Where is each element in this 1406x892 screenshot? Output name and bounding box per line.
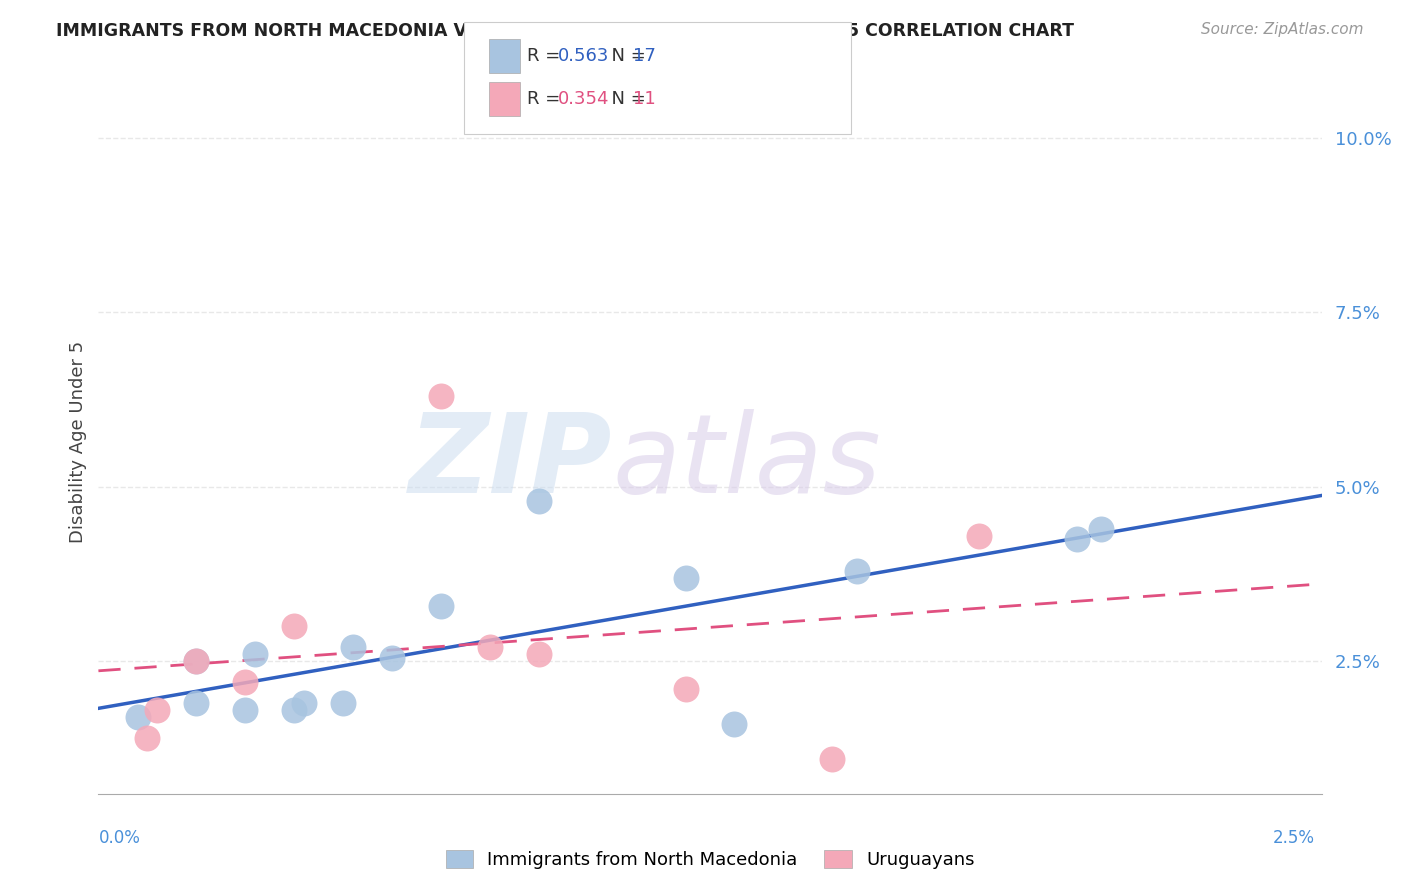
Point	[845, 564, 868, 578]
Point	[243, 648, 266, 662]
Point	[527, 648, 550, 662]
Point	[1090, 522, 1112, 536]
Point	[1066, 533, 1088, 547]
Text: Source: ZipAtlas.com: Source: ZipAtlas.com	[1201, 22, 1364, 37]
Point	[186, 696, 208, 710]
Point	[283, 703, 305, 717]
Point	[233, 675, 256, 690]
Legend: Immigrants from North Macedonia, Uruguayans: Immigrants from North Macedonia, Uruguay…	[439, 843, 981, 877]
Point	[675, 682, 697, 697]
Point	[723, 717, 745, 731]
Point	[527, 493, 550, 508]
Point	[233, 703, 256, 717]
Text: 0.354: 0.354	[558, 90, 610, 108]
Point	[283, 619, 305, 633]
Point	[332, 696, 354, 710]
Text: IMMIGRANTS FROM NORTH MACEDONIA VS URUGUAYAN DISABILITY AGE UNDER 5 CORRELATION : IMMIGRANTS FROM NORTH MACEDONIA VS URUGU…	[56, 22, 1074, 40]
Y-axis label: Disability Age Under 5: Disability Age Under 5	[69, 341, 87, 542]
Text: R =: R =	[527, 90, 567, 108]
Text: atlas: atlas	[612, 409, 880, 516]
Text: 2.5%: 2.5%	[1272, 829, 1315, 847]
Point	[430, 599, 453, 613]
Point	[430, 389, 453, 403]
Point	[127, 710, 149, 724]
Text: N =: N =	[600, 47, 652, 65]
Text: 17: 17	[633, 47, 655, 65]
Text: ZIP: ZIP	[409, 409, 612, 516]
Text: N =: N =	[600, 90, 652, 108]
Text: R =: R =	[527, 47, 567, 65]
Text: 0.0%: 0.0%	[98, 829, 141, 847]
Point	[186, 654, 208, 668]
Point	[146, 703, 169, 717]
Point	[821, 752, 844, 766]
Point	[292, 696, 315, 710]
Point	[478, 640, 501, 655]
Text: 11: 11	[633, 90, 655, 108]
Point	[381, 650, 404, 665]
Point	[136, 731, 159, 745]
Text: 0.563: 0.563	[558, 47, 610, 65]
Point	[186, 654, 208, 668]
Point	[342, 640, 364, 655]
Point	[675, 571, 697, 585]
Point	[967, 529, 990, 543]
